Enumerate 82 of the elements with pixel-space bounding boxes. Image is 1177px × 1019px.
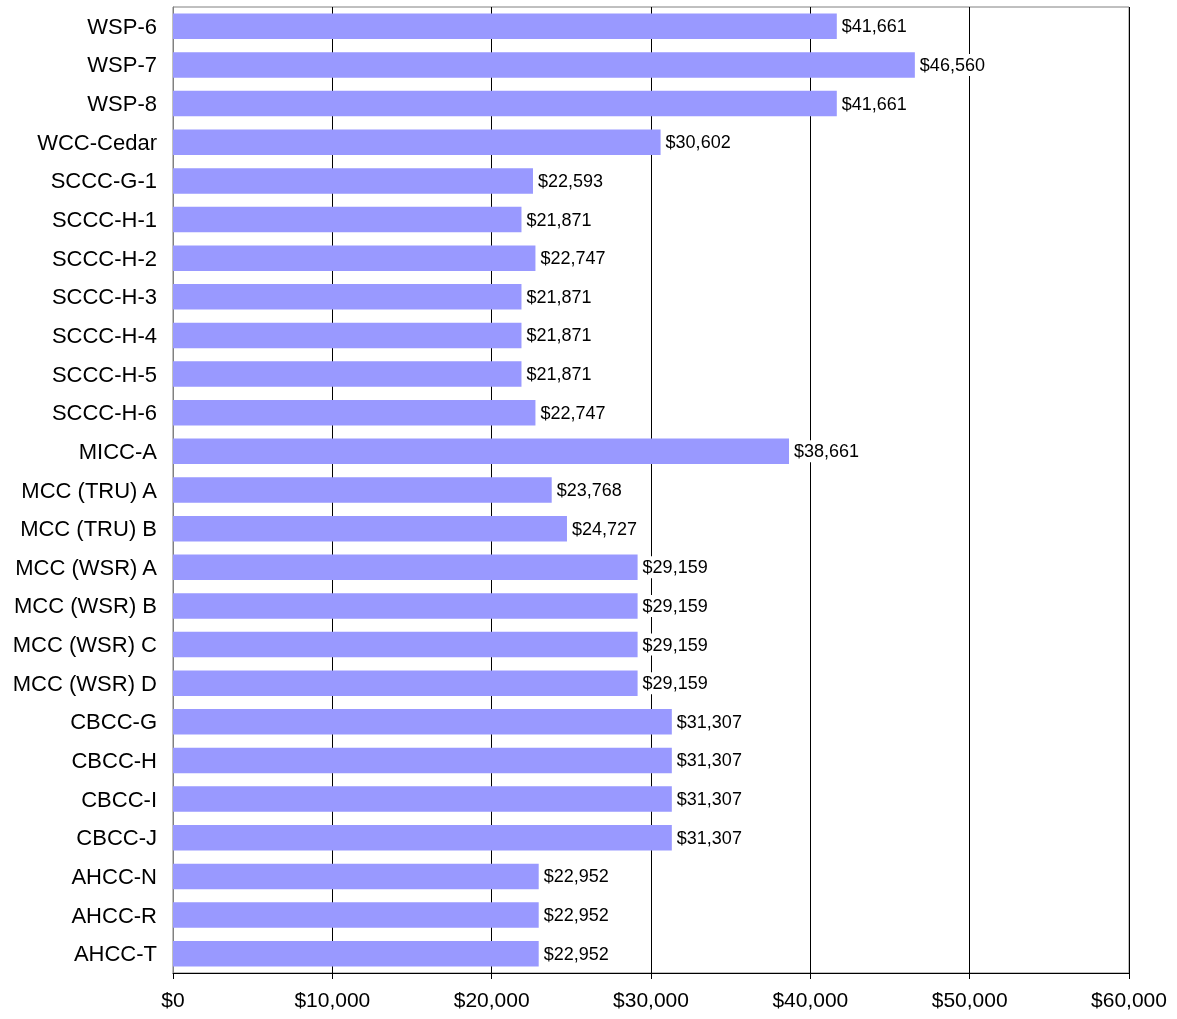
bar [173,747,672,774]
data-label: $29,159 [642,557,708,578]
data-label: $31,307 [676,711,742,732]
data-label: $21,871 [526,325,592,346]
data-label: $24,727 [571,518,638,539]
bar [173,129,661,155]
y-tick-label: SCCC-H-6 [51,400,157,426]
y-tick-label: AHCC-T [73,941,157,967]
data-label: $22,952 [543,905,609,926]
data-label: $21,871 [526,209,592,230]
x-tick-label: $0 [161,988,185,1011]
bar [173,52,915,78]
bar [173,438,789,465]
bar [173,13,837,40]
data-label: $29,159 [642,673,708,694]
bar [173,786,672,812]
bar [173,554,638,581]
bar [173,593,638,619]
x-tick-label: $20,000 [453,988,530,1011]
y-tick-label: CBCC-I [81,786,157,812]
y-tick-label: MCC (WSR) B [14,593,157,619]
bar [173,902,539,928]
y-tick-label: CBCC-H [71,747,157,773]
data-label: $22,747 [540,248,606,269]
y-tick-label: MCC (WSR) C [12,632,158,658]
data-label: $22,747 [540,402,606,423]
bar [173,670,638,696]
y-tick-label: SCCC-H-4 [51,322,157,348]
bar [173,168,533,194]
y-tick-label: SCCC-H-2 [51,245,157,271]
y-tick-label: WSP-6 [87,13,157,39]
y-tick-label: WCC-Cedar [37,129,157,155]
data-label: $22,952 [543,943,609,964]
y-tick-label: WSP-8 [87,91,157,117]
y-tick-label: MCC (TRU) B [20,516,157,542]
bar [173,361,522,387]
bar [173,825,672,851]
data-label: $22,593 [537,170,604,191]
x-tick-label: $60,000 [1091,988,1167,1011]
bar [173,863,539,890]
y-tick-label: AHCC-N [71,863,157,889]
data-label: $31,307 [676,827,742,848]
y-tick-label: MCC (TRU) A [21,477,158,503]
x-tick-label: $50,000 [931,988,1008,1011]
bar [173,245,536,271]
data-label: $29,159 [642,595,708,616]
data-label: $30,602 [665,132,731,153]
data-label: $31,307 [676,789,742,810]
y-tick-label: MCC (WSR) A [15,554,158,580]
bar [173,709,672,735]
data-label: $38,661 [794,441,860,462]
bar [173,284,522,310]
data-label: $46,560 [919,54,985,75]
y-tick-label: AHCC-R [71,902,157,928]
bar [173,515,567,542]
data-label: $21,871 [526,286,592,307]
data-label: $21,871 [526,364,592,385]
data-label: $31,307 [676,750,742,771]
y-tick-label: MCC (WSR) D [12,670,157,696]
data-label: $22,952 [543,866,609,887]
bar [173,322,522,349]
y-tick-label: WSP-7 [87,52,157,78]
y-tick-label: CBCC-G [70,709,157,735]
x-tick-label: $30,000 [613,988,689,1011]
x-tick-label: $10,000 [294,988,371,1011]
bar [173,399,536,426]
y-tick-label: SCCC-H-3 [51,284,157,310]
bar [173,90,837,117]
y-tick-label: MICC-A [78,438,158,464]
bar [173,631,638,658]
data-label: $41,661 [841,93,907,114]
bar [173,477,552,503]
y-tick-label: SCCC-H-5 [51,361,157,387]
bar [173,940,539,967]
y-tick-label: SCCC-G-1 [50,168,157,194]
data-label: $23,768 [556,480,622,500]
y-tick-label: SCCC-H-1 [51,207,157,233]
x-tick-label: $40,000 [772,988,849,1011]
data-label: $29,159 [642,634,708,655]
bar [173,206,522,233]
data-label: $41,661 [841,16,907,37]
y-tick-label: CBCC-J [76,825,157,851]
